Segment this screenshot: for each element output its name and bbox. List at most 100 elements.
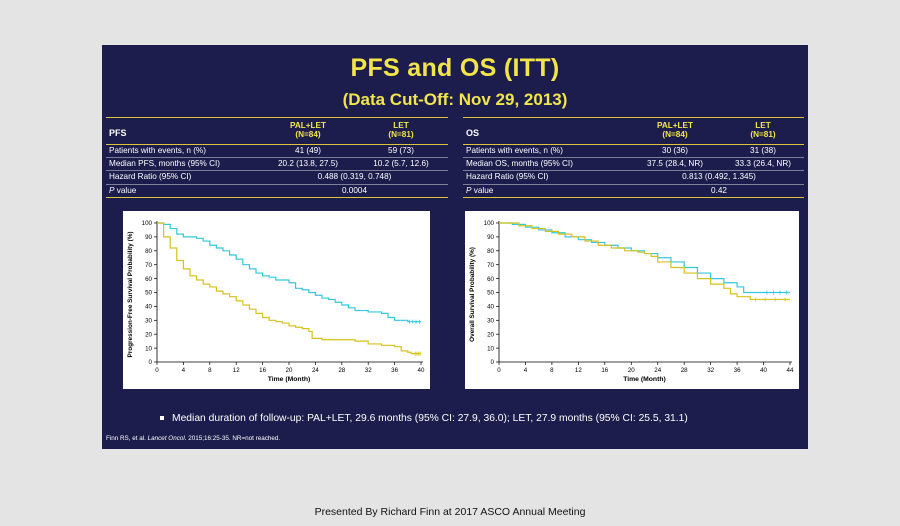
slide-title: PFS and OS (ITT) — [350, 54, 560, 82]
km-curve-0 — [157, 222, 421, 323]
km-curve-0 — [499, 222, 790, 294]
cell-pal-let: 41 (49) — [295, 146, 321, 155]
x-tick-label: 24 — [312, 367, 319, 374]
pfs-table: PFS PAL+LET (N=84) LET (N=81) Patients w… — [106, 117, 448, 198]
y-tick-label: 30 — [145, 318, 152, 325]
y-tick-label: 90 — [145, 234, 152, 241]
x-tick-label: 0 — [497, 367, 501, 374]
y-tick-label: 100 — [484, 220, 495, 227]
col-pal-let: PAL+LET (N=84) — [268, 121, 348, 139]
pfs-plot-panel: 0 10 20 30 40 50 60 70 80 90 100 0 4 8 12 16 20 24 28 32 36 4… — [123, 211, 430, 389]
row-label: Hazard Ratio (95% CI) — [466, 172, 549, 182]
label-italic: P — [109, 185, 115, 195]
y-tick-label: 10 — [145, 345, 152, 352]
cell-let: 10.2 (5.7, 12.6) — [373, 159, 429, 169]
pfs-km-plot: 0 10 20 30 40 50 60 70 80 90 100 0 4 8 12 16 20 24 28 32 36 4… — [127, 220, 425, 383]
x-tick-label: 0 — [155, 367, 159, 374]
x-tick-label: 44 — [787, 367, 794, 374]
cell-let: 59 (73) — [388, 146, 414, 155]
slide-subtitle: (Data Cut-Off: Nov 29, 2013) — [342, 90, 568, 109]
y-tick-label: 70 — [145, 262, 152, 269]
label-rest: value — [114, 185, 137, 195]
table-row: P value 0.42 — [463, 185, 804, 198]
y-tick-label: 90 — [487, 234, 494, 241]
x-tick-label: 20 — [628, 367, 635, 374]
col-n: (N=84) — [295, 130, 321, 139]
x-tick-label: 40 — [760, 367, 767, 374]
y-tick-label: 0 — [491, 359, 495, 366]
col-name: PAL+LET — [656, 121, 693, 130]
row-label: P value — [109, 185, 136, 197]
x-tick-label: 24 — [654, 367, 661, 374]
cell-let: 31 (38) — [750, 146, 776, 155]
cell-let: 33.3 (26.4, NR) — [735, 159, 791, 169]
km-curve-1 — [499, 222, 790, 301]
y-tick-label: 100 — [142, 220, 153, 227]
col-pal-let: PAL+LET (N=84) — [635, 121, 715, 139]
x-tick-label: 28 — [681, 367, 688, 374]
cell-pal-let: 20.2 (13.8, 27.5) — [277, 159, 339, 169]
row-label: Patients with events, n (%) — [466, 146, 563, 155]
footnote-prefix: Finn RS, et al. — [106, 435, 148, 442]
cell-span: 0.813 (0.492, 1.345) — [682, 172, 756, 182]
y-tick-label: 20 — [487, 331, 494, 338]
x-tick-label: 12 — [575, 367, 582, 374]
table-row: Median PFS, months (95% CI) 20.2 (13.8, … — [106, 158, 448, 172]
cell-pal-let: 30 (36) — [662, 146, 688, 155]
table-row: P value 0.0004 — [106, 185, 448, 198]
x-tick-label: 16 — [259, 367, 266, 374]
col-n: (N=84) — [662, 130, 688, 139]
follow-up-bullet: Median duration of follow-up: PAL+LET, 2… — [160, 413, 688, 424]
footnote-journal: Lancet Oncol. — [147, 435, 187, 442]
x-tick-label: 12 — [233, 367, 240, 374]
cell-span: 0.0004 — [341, 185, 368, 195]
row-label: Patients with events, n (%) — [109, 146, 206, 155]
y-tick-label: 80 — [145, 248, 152, 255]
table-row: Hazard Ratio (95% CI) 0.488 (0.319, 0.74… — [106, 171, 448, 185]
y-tick-label: 20 — [145, 331, 152, 338]
col-name: LET — [755, 121, 771, 130]
table-row: Patients with events, n (%) 41 (49) 59 (… — [106, 145, 448, 159]
x-tick-label: 8 — [550, 367, 554, 374]
cell-span: 0.42 — [711, 185, 727, 195]
y-tick-label: 40 — [145, 304, 152, 311]
table-label: OS — [466, 128, 480, 138]
y-tick-label: 80 — [487, 248, 494, 255]
row-label: Median OS, months (95% CI) — [466, 159, 573, 169]
x-tick-label: 4 — [524, 367, 528, 374]
y-tick-label: 50 — [487, 290, 494, 297]
x-tick-label: 20 — [286, 367, 293, 374]
os-km-plot: 0 10 20 30 40 50 60 70 80 90 100 0 4 8 12 16 20 24 28 32 36 4… — [469, 220, 794, 383]
x-axis-label: Time (Month) — [623, 376, 666, 383]
os-plot-panel: 0 10 20 30 40 50 60 70 80 90 100 0 4 8 12 16 20 24 28 32 36 4… — [465, 211, 799, 389]
y-tick-label: 10 — [487, 345, 494, 352]
y-tick-label: 40 — [487, 304, 494, 311]
x-tick-label: 8 — [208, 367, 212, 374]
table-row: Patients with events, n (%) 30 (36) 31 (… — [463, 145, 804, 159]
col-let: LET (N=81) — [361, 121, 441, 139]
x-tick-label: 40 — [418, 367, 425, 374]
y-tick-label: 60 — [145, 276, 152, 283]
km-curve-1 — [157, 222, 421, 355]
label-italic: P — [466, 185, 472, 195]
row-label: Hazard Ratio (95% CI) — [109, 172, 192, 182]
table-label: PFS — [109, 128, 127, 138]
footnote-suffix: 2015;16:25-35. NR=not reached. — [186, 435, 281, 442]
x-tick-label: 16 — [601, 367, 608, 374]
y-tick-label: 60 — [487, 276, 494, 283]
cell-span: 0.488 (0.319, 0.748) — [317, 172, 392, 182]
bullet-dot — [160, 416, 164, 421]
col-n: (N=81) — [750, 130, 776, 139]
table-row: Median OS, months (95% CI) 37.5 (28.4, N… — [463, 158, 804, 172]
x-axis-label: Time (Month) — [268, 376, 311, 383]
label-rest: value — [471, 185, 494, 195]
table-row: Hazard Ratio (95% CI) 0.813 (0.492, 1.34… — [463, 171, 804, 185]
col-name: PAL+LET — [289, 121, 326, 130]
os-table: OS PAL+LET (N=84) LET (N=81) Patients wi… — [463, 117, 804, 198]
y-axis-label: Overall Survival Probability (%) — [469, 247, 476, 342]
y-tick-label: 70 — [487, 262, 494, 269]
col-n: (N=81) — [388, 130, 414, 139]
cell-pal-let: 37.5 (28.4, NR) — [647, 159, 703, 169]
y-tick-label: 50 — [145, 290, 152, 297]
table-header: OS PAL+LET (N=84) LET (N=81) — [463, 117, 804, 145]
